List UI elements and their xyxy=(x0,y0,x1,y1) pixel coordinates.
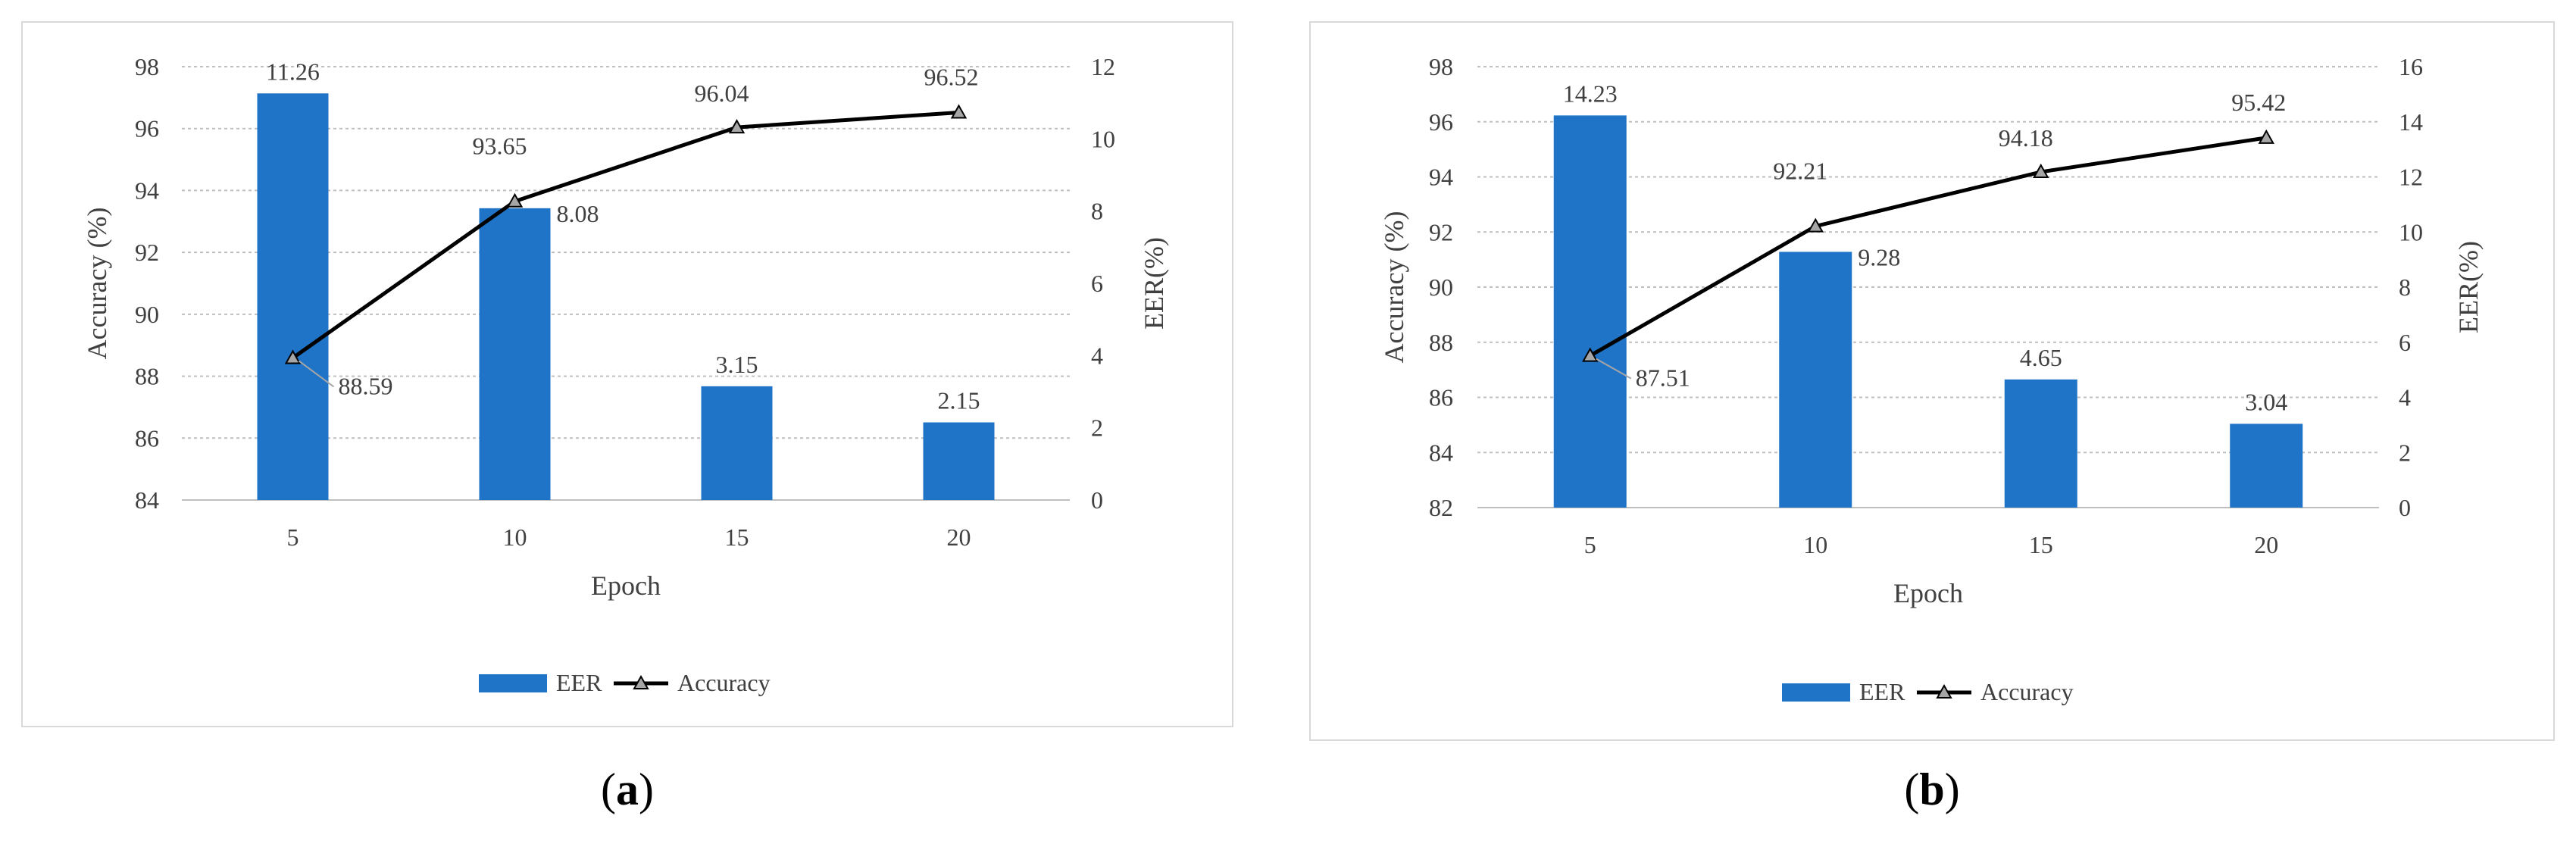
bar-eer-a xyxy=(923,422,995,500)
line-label-accuracy-b: 95.42 xyxy=(2231,89,2286,116)
left-tick-label-b: 96 xyxy=(1429,108,1453,136)
bar-label-eer-a: 11.26 xyxy=(266,58,320,85)
left-tick-label-b: 84 xyxy=(1429,439,1453,466)
right-tick-label-b: 0 xyxy=(2399,494,2411,521)
right-tick-label-a: 8 xyxy=(1091,198,1103,225)
right-tick-label-b: 16 xyxy=(2399,53,2423,80)
marker-accuracy-a xyxy=(506,192,524,208)
x-tick-label-a: 5 xyxy=(287,524,299,551)
left-tick-label-a: 92 xyxy=(135,239,159,266)
bar-label-eer-b: 9.28 xyxy=(1858,243,1900,270)
bar-eer-b xyxy=(2004,379,2077,508)
line-label-accuracy-b: 92.21 xyxy=(1773,158,1827,185)
bar-eer-a xyxy=(479,208,551,500)
marker-accuracy-b xyxy=(2033,163,2049,178)
left-tick-label-b: 98 xyxy=(1429,53,1453,80)
x-tick-label-a: 10 xyxy=(503,524,527,551)
left-tick-label-b: 94 xyxy=(1429,164,1453,191)
marker-accuracy-a xyxy=(728,119,746,134)
right-tick-label-b: 8 xyxy=(2399,273,2411,301)
y-axis-title-left-b: Accuracy (%) xyxy=(1379,211,1409,364)
right-tick-label-b: 2 xyxy=(2399,439,2411,466)
left-tick-label-a: 86 xyxy=(135,424,159,452)
legend-label-eer-a: EER xyxy=(556,669,602,696)
bar-label-eer-a: 2.15 xyxy=(938,387,980,414)
x-tick-label-a: 20 xyxy=(947,524,971,551)
chart-panel-b xyxy=(1309,21,2555,741)
bar-label-eer-b: 3.04 xyxy=(2245,388,2287,415)
left-tick-label-b: 92 xyxy=(1429,218,1453,245)
bar-label-eer-b: 4.65 xyxy=(2020,344,2062,371)
bar-eer-b xyxy=(1553,115,1627,508)
y-axis-title-right-a: EER(%) xyxy=(1139,237,1169,330)
right-tick-label-b: 4 xyxy=(2399,384,2411,411)
x-tick-label-b: 5 xyxy=(1584,531,1596,558)
right-tick-label-a: 2 xyxy=(1091,414,1103,442)
x-tick-label-b: 10 xyxy=(1803,531,1827,558)
line-label-accuracy-a: 96.52 xyxy=(924,63,979,90)
line-label-accuracy-b: 87.51 xyxy=(1636,364,1690,392)
left-tick-label-a: 94 xyxy=(135,177,159,204)
legend-marker-accuracy-a xyxy=(633,674,649,689)
x-axis-title-b: Epoch xyxy=(1893,578,1963,608)
right-tick-label-b: 14 xyxy=(2399,108,2423,136)
left-tick-label-b: 86 xyxy=(1429,384,1453,411)
bar-label-eer-b: 14.23 xyxy=(1563,80,1618,107)
leader-line-b xyxy=(1596,358,1632,380)
marker-accuracy-b xyxy=(1582,347,1599,362)
left-tick-label-a: 96 xyxy=(135,115,159,142)
bar-eer-a xyxy=(701,386,773,500)
y-axis-title-right-b: EER(%) xyxy=(2453,241,2484,333)
x-tick-label-b: 20 xyxy=(2254,531,2278,558)
legend-swatch-eer-a xyxy=(479,674,547,692)
marker-accuracy-a xyxy=(284,349,302,364)
bar-label-eer-a: 8.08 xyxy=(557,200,599,227)
left-tick-label-b: 90 xyxy=(1429,273,1453,301)
right-tick-label-a: 6 xyxy=(1091,270,1103,297)
right-tick-label-a: 12 xyxy=(1091,53,1115,80)
left-tick-label-a: 84 xyxy=(135,486,159,514)
marker-accuracy-b xyxy=(2258,129,2274,144)
right-tick-label-a: 4 xyxy=(1091,342,1103,369)
marker-accuracy-a xyxy=(950,104,968,119)
x-tick-label-b: 15 xyxy=(2029,531,2053,558)
bar-eer-b xyxy=(1779,252,1852,508)
right-tick-label-b: 6 xyxy=(2399,329,2411,356)
sublabel-b: (b) xyxy=(1904,764,1960,814)
sublabel-a: (a) xyxy=(601,764,654,814)
left-tick-label-a: 98 xyxy=(135,53,159,80)
right-tick-label-b: 12 xyxy=(2399,164,2423,191)
line-accuracy-b xyxy=(1589,136,2267,358)
line-label-accuracy-a: 88.59 xyxy=(339,372,393,399)
bar-label-eer-a: 3.15 xyxy=(716,351,758,378)
chart-panel-a xyxy=(21,21,1233,727)
line-label-accuracy-a: 93.65 xyxy=(473,133,527,160)
legend-swatch-eer-b xyxy=(1782,683,1850,702)
legend-label-accuracy-b: Accuracy xyxy=(1980,678,2074,705)
legend-label-accuracy-a: Accuracy xyxy=(677,669,771,696)
right-tick-label-a: 10 xyxy=(1091,125,1115,152)
line-label-accuracy-b: 94.18 xyxy=(1999,124,2053,152)
line-accuracy-a xyxy=(292,110,959,360)
left-tick-label-b: 88 xyxy=(1429,329,1453,356)
x-tick-label-a: 15 xyxy=(725,524,749,551)
left-tick-label-b: 82 xyxy=(1429,494,1453,521)
line-label-accuracy-a: 96.04 xyxy=(695,80,749,107)
right-tick-label-a: 0 xyxy=(1091,486,1103,514)
legend-marker-accuracy-b xyxy=(1936,683,1952,699)
marker-accuracy-b xyxy=(1807,217,1824,233)
left-tick-label-a: 88 xyxy=(135,363,159,390)
right-tick-label-b: 10 xyxy=(2399,218,2423,245)
left-tick-label-a: 90 xyxy=(135,301,159,328)
leader-line-a xyxy=(298,360,335,388)
bar-eer-b xyxy=(2230,424,2303,508)
x-axis-title-a: Epoch xyxy=(591,570,661,601)
legend-label-eer-b: EER xyxy=(1859,678,1905,705)
bar-eer-a xyxy=(257,93,329,501)
y-axis-title-left-a: Accuracy (%) xyxy=(82,208,112,360)
